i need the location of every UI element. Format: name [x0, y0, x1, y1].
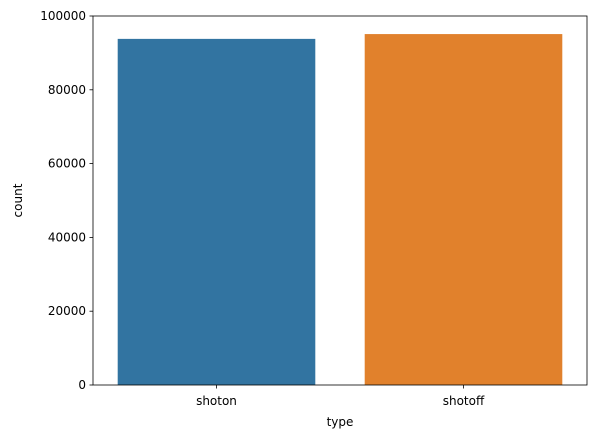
x-tick-label: shotoff	[443, 394, 485, 408]
y-axis-label: count	[11, 183, 25, 217]
y-axis: 0 20000 40000 60000 80000 100000	[40, 9, 93, 392]
bar-shoton	[117, 38, 316, 386]
x-axis: shoton shotoff	[196, 385, 485, 408]
x-tick-label: shoton	[196, 394, 237, 408]
plot-frame	[92, 15, 588, 386]
y-tick-label: 100000	[40, 9, 86, 23]
bar-shotoff	[364, 34, 563, 386]
x-axis-label: type	[327, 415, 354, 429]
bars-group	[117, 34, 563, 386]
y-tick-label: 60000	[48, 157, 86, 171]
y-tick-label: 0	[78, 378, 86, 392]
y-tick-label: 40000	[48, 230, 86, 244]
y-tick-label: 80000	[48, 83, 86, 97]
y-tick-label: 20000	[48, 304, 86, 318]
